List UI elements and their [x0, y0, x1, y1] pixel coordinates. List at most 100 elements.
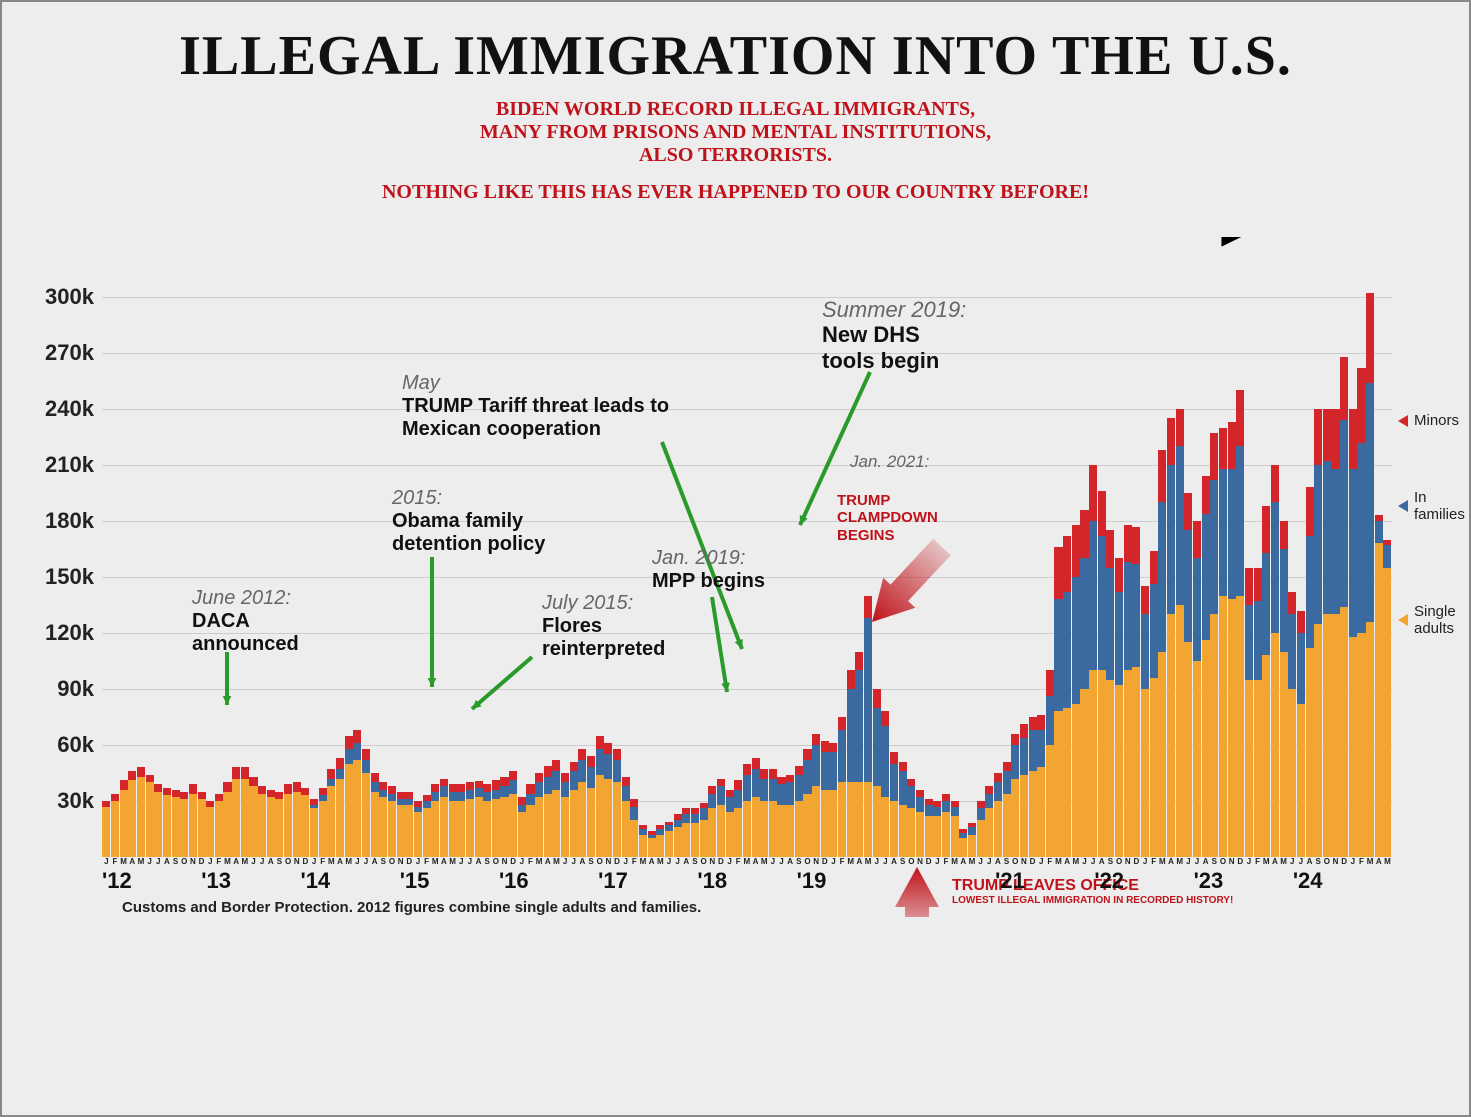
bar	[189, 784, 197, 857]
bar-segment	[596, 749, 604, 775]
bar-segment	[388, 794, 396, 801]
bar	[483, 784, 491, 857]
bar-segment	[500, 777, 508, 786]
y-tick-label: 270k	[45, 340, 102, 366]
bar-segment	[353, 743, 361, 760]
bar-segment	[639, 835, 647, 857]
bar	[916, 790, 924, 857]
bar-segment	[1072, 704, 1080, 857]
bar-segment	[656, 835, 664, 857]
bar	[1141, 586, 1149, 857]
bar-segment	[518, 797, 526, 804]
bar-segment	[518, 812, 526, 857]
bar	[284, 784, 292, 857]
bar-segment	[198, 799, 206, 857]
bar-segment	[769, 801, 777, 857]
year-label: '23	[1194, 868, 1293, 894]
bar	[708, 786, 716, 857]
bar-segment	[345, 764, 353, 857]
bar-segment	[1115, 685, 1123, 857]
bar-segment	[1089, 670, 1097, 857]
bar-segment	[535, 773, 543, 782]
bar	[1020, 724, 1028, 857]
bar-segment	[1297, 633, 1305, 704]
bar-segment	[466, 799, 474, 857]
y-tick-label: 90k	[57, 676, 102, 702]
bar-segment	[526, 784, 534, 793]
bar-segment	[1106, 530, 1114, 567]
bar-segment	[1132, 527, 1140, 564]
bar-segment	[985, 786, 993, 793]
bar	[951, 801, 959, 857]
bar-segment	[440, 786, 448, 797]
bar-segment	[1297, 611, 1305, 633]
bar-segment	[301, 795, 309, 857]
bar-segment	[483, 784, 491, 791]
legend-item: Single adults	[1398, 603, 1465, 637]
bar-segment	[838, 730, 846, 782]
bar-segment	[1011, 734, 1019, 745]
bar	[933, 801, 941, 857]
bar	[968, 823, 976, 857]
bar-segment	[1124, 562, 1132, 670]
bar	[752, 758, 760, 857]
bar-segment	[907, 808, 915, 857]
bar-segment	[1245, 568, 1253, 605]
bar	[120, 780, 128, 857]
bar-segment	[985, 794, 993, 809]
bar-segment	[803, 794, 811, 857]
bar	[293, 782, 301, 857]
bar	[855, 652, 863, 857]
bar-segment	[1141, 586, 1149, 614]
bar-segment	[466, 782, 474, 789]
bar	[700, 803, 708, 857]
bar	[570, 762, 578, 857]
bar	[414, 801, 422, 857]
bar-segment	[544, 794, 552, 857]
bar-segment	[873, 786, 881, 857]
bar	[154, 784, 162, 857]
bar	[1297, 611, 1305, 857]
bar-segment	[1349, 469, 1357, 637]
bar	[362, 749, 370, 857]
bar-segment	[916, 797, 924, 812]
bar-segment	[994, 773, 1002, 782]
bar-segment	[397, 805, 405, 857]
bar-segment	[812, 745, 820, 786]
bar	[301, 788, 309, 857]
bar-segment	[137, 767, 145, 776]
bar	[258, 786, 266, 857]
bar-segment	[1132, 564, 1140, 667]
bar-segment	[1106, 568, 1114, 680]
bar-segment	[777, 777, 785, 784]
bar-segment	[881, 726, 889, 797]
bar-segment	[1254, 601, 1262, 679]
bar-segment	[1054, 547, 1062, 599]
bar	[1106, 530, 1114, 857]
bar	[1098, 491, 1106, 857]
bar-segment	[847, 689, 855, 782]
bar	[925, 799, 933, 857]
bar	[985, 786, 993, 857]
bar-segment	[847, 670, 855, 689]
bar-segment	[1115, 592, 1123, 685]
bar-segment	[172, 790, 180, 797]
bar	[847, 670, 855, 857]
year-label: '15	[400, 868, 499, 894]
bar-segment	[622, 786, 630, 801]
bar-segment	[838, 717, 846, 730]
bar-segment	[1150, 551, 1158, 585]
bar-segment	[336, 779, 344, 857]
bar-segment	[241, 767, 249, 778]
bar-segment	[734, 790, 742, 809]
bar-segment	[596, 775, 604, 857]
bar-segment	[552, 760, 560, 771]
bar-segment	[648, 838, 656, 857]
chart-title: ILLEGAL IMMIGRATION INTO THE U.S.	[2, 24, 1469, 88]
bar	[180, 792, 188, 857]
bar	[1063, 536, 1071, 857]
bar-segment	[1288, 614, 1296, 689]
bar	[604, 743, 612, 857]
bar-segment	[189, 784, 197, 793]
bar-segment	[570, 762, 578, 771]
